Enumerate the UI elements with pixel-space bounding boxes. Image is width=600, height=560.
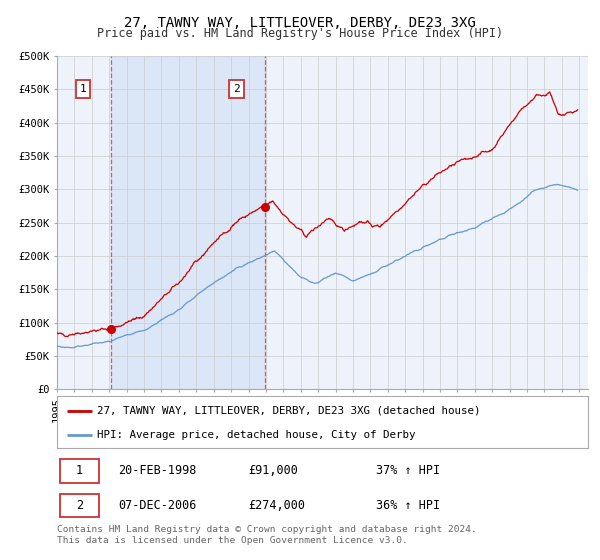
Text: 1: 1 [76,464,83,478]
Text: 36% ↑ HPI: 36% ↑ HPI [376,498,440,512]
Text: Contains HM Land Registry data © Crown copyright and database right 2024.
This d: Contains HM Land Registry data © Crown c… [57,525,477,545]
Text: £274,000: £274,000 [248,498,305,512]
Text: £91,000: £91,000 [248,464,298,478]
Text: 1: 1 [80,85,86,94]
Text: 20-FEB-1998: 20-FEB-1998 [118,464,196,478]
Bar [112,56,265,389]
Text: 2: 2 [76,498,83,512]
Text: 07-DEC-2006: 07-DEC-2006 [118,498,196,512]
FancyBboxPatch shape [59,459,100,483]
Text: 2: 2 [233,85,239,94]
Text: 27, TAWNY WAY, LITTLEOVER, DERBY, DE23 3XG (detached house): 27, TAWNY WAY, LITTLEOVER, DERBY, DE23 3… [97,406,481,416]
Text: Price paid vs. HM Land Registry's House Price Index (HPI): Price paid vs. HM Land Registry's House … [97,27,503,40]
Text: 27, TAWNY WAY, LITTLEOVER, DERBY, DE23 3XG: 27, TAWNY WAY, LITTLEOVER, DERBY, DE23 3… [124,16,476,30]
FancyBboxPatch shape [59,493,100,517]
Text: HPI: Average price, detached house, City of Derby: HPI: Average price, detached house, City… [97,430,415,440]
Text: 37% ↑ HPI: 37% ↑ HPI [376,464,440,478]
